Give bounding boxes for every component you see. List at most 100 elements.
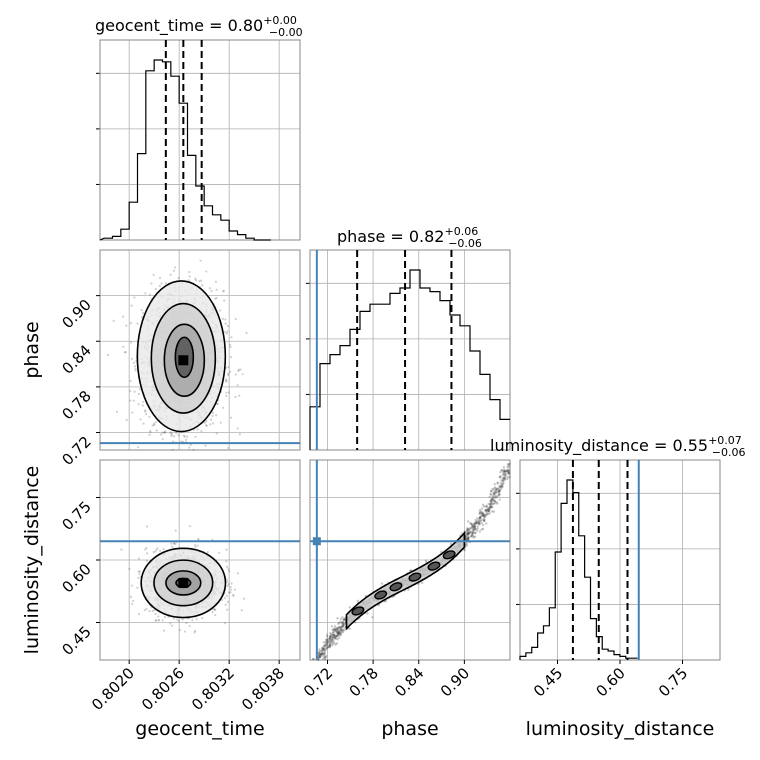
ytick-label-phase-3: 0.90	[58, 296, 94, 332]
sample-point	[157, 618, 161, 622]
sample-point	[326, 638, 329, 641]
sample-point	[473, 526, 476, 529]
sample-point	[145, 607, 148, 611]
sample-point	[341, 629, 344, 632]
sample-point	[481, 503, 485, 507]
grid-0-0	[96, 40, 300, 240]
sample-point	[224, 318, 227, 321]
sample-point	[492, 495, 495, 499]
sample-point	[234, 373, 237, 376]
sample-point	[471, 528, 475, 531]
xtick-label-geocent_time-2: 0.8032	[188, 664, 238, 714]
sample-point	[507, 463, 510, 466]
sample-point	[499, 474, 502, 478]
sample-point	[482, 513, 486, 516]
sample-point	[223, 299, 226, 302]
sample-point	[440, 550, 443, 554]
sample-point	[473, 528, 476, 531]
sample-point	[319, 649, 322, 653]
sample-point	[214, 613, 217, 617]
sample-point	[213, 608, 216, 611]
sample-point	[469, 530, 472, 533]
sample-point	[501, 482, 504, 486]
ylabel-phase: phase	[21, 321, 43, 378]
sample-point	[489, 492, 492, 496]
sample-point	[318, 653, 321, 656]
sample-point	[229, 416, 233, 419]
sample-point	[130, 304, 133, 307]
xtick-label-geocent_time-3: 0.8038	[238, 664, 288, 714]
sample-point	[479, 515, 482, 519]
sample-point	[490, 501, 493, 504]
sample-point	[330, 625, 334, 628]
sample-point	[201, 616, 204, 620]
sample-point	[236, 427, 239, 430]
sample-point	[152, 422, 156, 425]
sample-point	[200, 430, 203, 433]
sample-point	[328, 644, 332, 648]
sample-point	[142, 422, 145, 425]
sample-point	[338, 633, 341, 637]
sample-point	[201, 284, 204, 287]
sample-point	[481, 512, 484, 516]
sample-point	[227, 446, 230, 449]
sample-point	[507, 470, 510, 473]
title-luminosity-distance: luminosity_distance = 0.55+0.07 −0.06	[490, 434, 746, 459]
ytick-label-luminosity_distance-2: 0.75	[58, 498, 94, 534]
sample-point	[149, 431, 152, 434]
sample-point	[326, 641, 329, 644]
sample-point	[205, 270, 208, 273]
sample-point	[506, 469, 509, 472]
sample-point	[325, 642, 328, 646]
sample-point	[507, 465, 511, 468]
sample-point	[331, 631, 335, 635]
sample-point	[138, 388, 141, 391]
sample-point	[183, 435, 186, 438]
sample-point	[348, 606, 352, 609]
sample-point	[198, 280, 201, 283]
sample-point	[469, 527, 472, 531]
sample-point	[137, 403, 140, 406]
sample-point	[208, 287, 212, 290]
sample-point	[222, 290, 225, 293]
sample-point	[483, 516, 486, 520]
sample-point	[215, 414, 218, 417]
sample-point	[188, 624, 191, 628]
sample-point	[144, 292, 147, 295]
sample-point	[496, 481, 499, 484]
sample-point	[498, 498, 502, 501]
sample-point	[337, 626, 341, 629]
sample-point	[449, 542, 453, 546]
sample-point	[151, 609, 154, 613]
sample-point	[492, 493, 496, 496]
sample-point	[157, 615, 160, 618]
sample-point	[184, 438, 188, 441]
sample-point	[478, 519, 481, 523]
sample-point	[154, 550, 157, 553]
sample-point	[341, 616, 344, 619]
sample-point	[504, 474, 507, 477]
sample-point	[495, 491, 498, 495]
sample-point	[491, 487, 494, 491]
sample-point	[498, 490, 501, 493]
sample-point	[501, 476, 505, 479]
sample-point	[472, 524, 475, 527]
sample-point	[474, 521, 478, 524]
sample-point	[501, 479, 505, 482]
sample-point	[138, 613, 141, 616]
sample-point	[211, 611, 214, 614]
sample-point	[493, 486, 497, 489]
sample-point	[491, 502, 494, 505]
sample-point	[195, 618, 198, 621]
sample-point	[152, 273, 155, 277]
sample-point	[466, 537, 469, 540]
sample-point	[138, 572, 141, 576]
sample-point	[493, 482, 496, 486]
sample-point	[181, 618, 184, 621]
sample-point	[333, 634, 336, 638]
panel-frame-0-1	[99, 249, 301, 451]
sample-point	[137, 570, 140, 573]
sample-point	[172, 542, 176, 545]
sample-point	[337, 626, 341, 629]
sample-point	[162, 547, 165, 551]
